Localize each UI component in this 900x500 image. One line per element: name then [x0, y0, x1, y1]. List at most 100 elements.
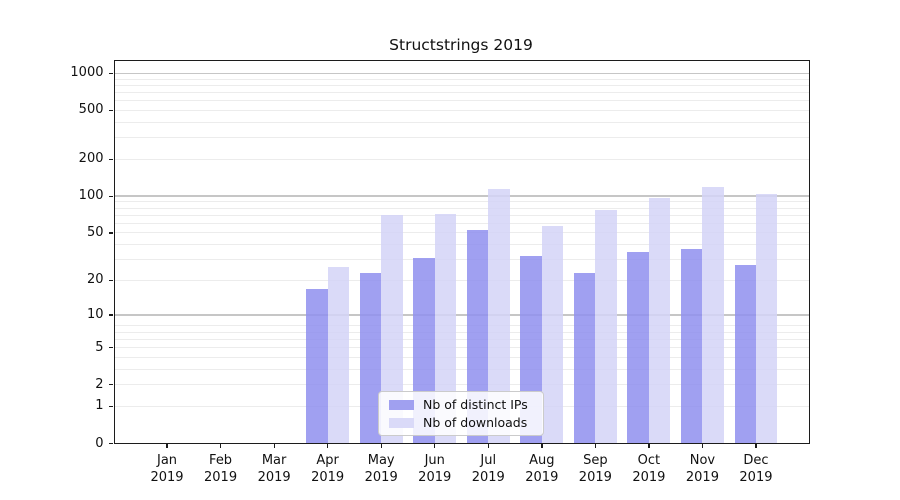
minor-gridline: [113, 259, 810, 261]
y-tick-label: 100: [78, 188, 104, 204]
x-tick-label-jan: Jan 2019: [127, 452, 207, 486]
x-tick-mark: [541, 443, 543, 448]
x-tick-year: 2019: [364, 469, 398, 485]
bar-nb-of-downloads-sep: [595, 210, 617, 444]
x-tick-label-dec: Dec 2019: [716, 452, 796, 486]
y-tick-mark: [108, 405, 113, 408]
x-tick-mark: [648, 443, 650, 448]
minor-gridline: [113, 331, 810, 333]
legend-entry-downloads: Nb of downloads: [389, 415, 535, 430]
x-tick-label-oct: Oct 2019: [609, 452, 689, 486]
x-tick-label-feb: Feb 2019: [181, 452, 261, 486]
y-tick-label: 20: [86, 272, 104, 288]
minor-gridline: [113, 325, 810, 327]
x-tick-year: 2019: [632, 469, 666, 485]
x-tick-mark: [594, 443, 597, 448]
x-tick-label-sep: Sep 2019: [555, 452, 635, 486]
bar-nb-of-distinct-ips-jul: [466, 229, 489, 444]
x-tick-mark: [219, 443, 222, 448]
y-tick-label: 500: [78, 102, 104, 118]
bar-nb-of-distinct-ips-may: [359, 273, 382, 444]
y-tick-label: 200: [78, 151, 104, 167]
legend-swatch-downloads: [389, 417, 414, 428]
bar-nb-of-downloads-apr: [327, 266, 350, 444]
x-tick-mark: [701, 443, 704, 448]
y-tick-mark: [108, 346, 113, 349]
x-tick-year: 2019: [471, 469, 505, 485]
y-tick-mark: [108, 195, 113, 197]
bar-nb-of-distinct-ips-apr: [306, 288, 328, 444]
x-tick-label-nov: Nov 2019: [662, 452, 742, 486]
y-tick-mark: [108, 314, 113, 316]
major-gridline: [113, 72, 810, 75]
bar-nb-of-distinct-ips-sep: [573, 273, 596, 444]
y-tick-label: 50: [86, 224, 104, 240]
y-tick-label: 2: [95, 376, 104, 392]
x-tick-label-may: May 2019: [341, 452, 421, 486]
x-tick-label-apr: Apr 2019: [288, 452, 368, 486]
x-tick-mark: [434, 443, 436, 448]
x-tick-label-aug: Aug 2019: [502, 452, 582, 486]
minor-gridline: [113, 222, 810, 224]
minor-gridline: [113, 201, 810, 203]
bar-nb-of-downloads-nov: [702, 187, 724, 444]
y-tick-label: 1: [95, 398, 104, 414]
x-tick-mark: [273, 443, 275, 448]
x-tick-year: 2019: [204, 469, 238, 485]
legend-label-downloads: Nb of downloads: [423, 415, 528, 430]
x-tick-mark: [327, 443, 329, 448]
minor-gridline: [113, 356, 810, 358]
minor-gridline: [113, 158, 810, 160]
y-tick-label: 0: [95, 435, 104, 451]
minor-gridline: [113, 232, 810, 234]
bar-nb-of-distinct-ips-nov: [681, 248, 703, 444]
minor-gridline: [113, 100, 810, 102]
minor-gridline: [113, 78, 810, 80]
minor-gridline: [113, 137, 810, 139]
y-tick-mark: [108, 442, 113, 445]
bar-nb-of-downloads-may: [381, 215, 403, 444]
x-tick-mark: [755, 443, 757, 448]
minor-gridline: [113, 207, 810, 209]
x-tick-year: 2019: [685, 469, 719, 485]
y-tick-label: 10: [86, 307, 104, 323]
minor-gridline: [113, 384, 810, 386]
minor-gridline: [113, 121, 810, 123]
minor-gridline: [113, 347, 810, 348]
x-tick-year: 2019: [257, 469, 291, 485]
y-tick-mark: [108, 232, 113, 234]
major-gridline: [113, 195, 810, 198]
x-tick-mark: [487, 443, 489, 448]
bar-nb-of-downloads-jul: [488, 189, 510, 444]
bar-nb-of-distinct-ips-dec: [734, 264, 756, 444]
bar-nb-of-downloads-dec: [755, 194, 778, 444]
minor-gridline: [113, 244, 810, 246]
legend: Nb of distinct IPs Nb of downloads: [378, 391, 544, 436]
x-tick-label-mar: Mar 2019: [234, 452, 314, 486]
bar-nb-of-downloads-aug: [541, 225, 564, 444]
y-tick-mark: [108, 72, 113, 75]
bar-nb-of-downloads-jun: [434, 213, 457, 444]
y-tick-mark: [108, 384, 113, 386]
major-gridline: [113, 314, 810, 316]
bar-nb-of-downloads-oct: [648, 197, 671, 444]
x-tick-label-jul: Jul 2019: [448, 452, 528, 486]
bar-nb-of-distinct-ips-oct: [627, 251, 649, 444]
y-tick-label: 5: [95, 339, 104, 355]
minor-gridline: [113, 279, 810, 281]
y-tick-mark: [108, 279, 113, 282]
y-tick-mark: [108, 158, 113, 161]
minor-gridline: [113, 338, 810, 340]
minor-gridline: [113, 91, 810, 93]
minor-gridline: [113, 214, 810, 216]
x-tick-mark: [380, 443, 382, 448]
x-tick-label-jun: Jun 2019: [395, 452, 475, 486]
x-tick-year: 2019: [311, 469, 345, 485]
x-tick-year: 2019: [150, 469, 184, 485]
x-tick-year: 2019: [578, 469, 612, 485]
minor-gridline: [113, 368, 810, 370]
minor-gridline: [113, 84, 810, 86]
x-tick-mark: [166, 443, 168, 448]
legend-entry-distinct-ips: Nb of distinct IPs: [389, 397, 535, 412]
